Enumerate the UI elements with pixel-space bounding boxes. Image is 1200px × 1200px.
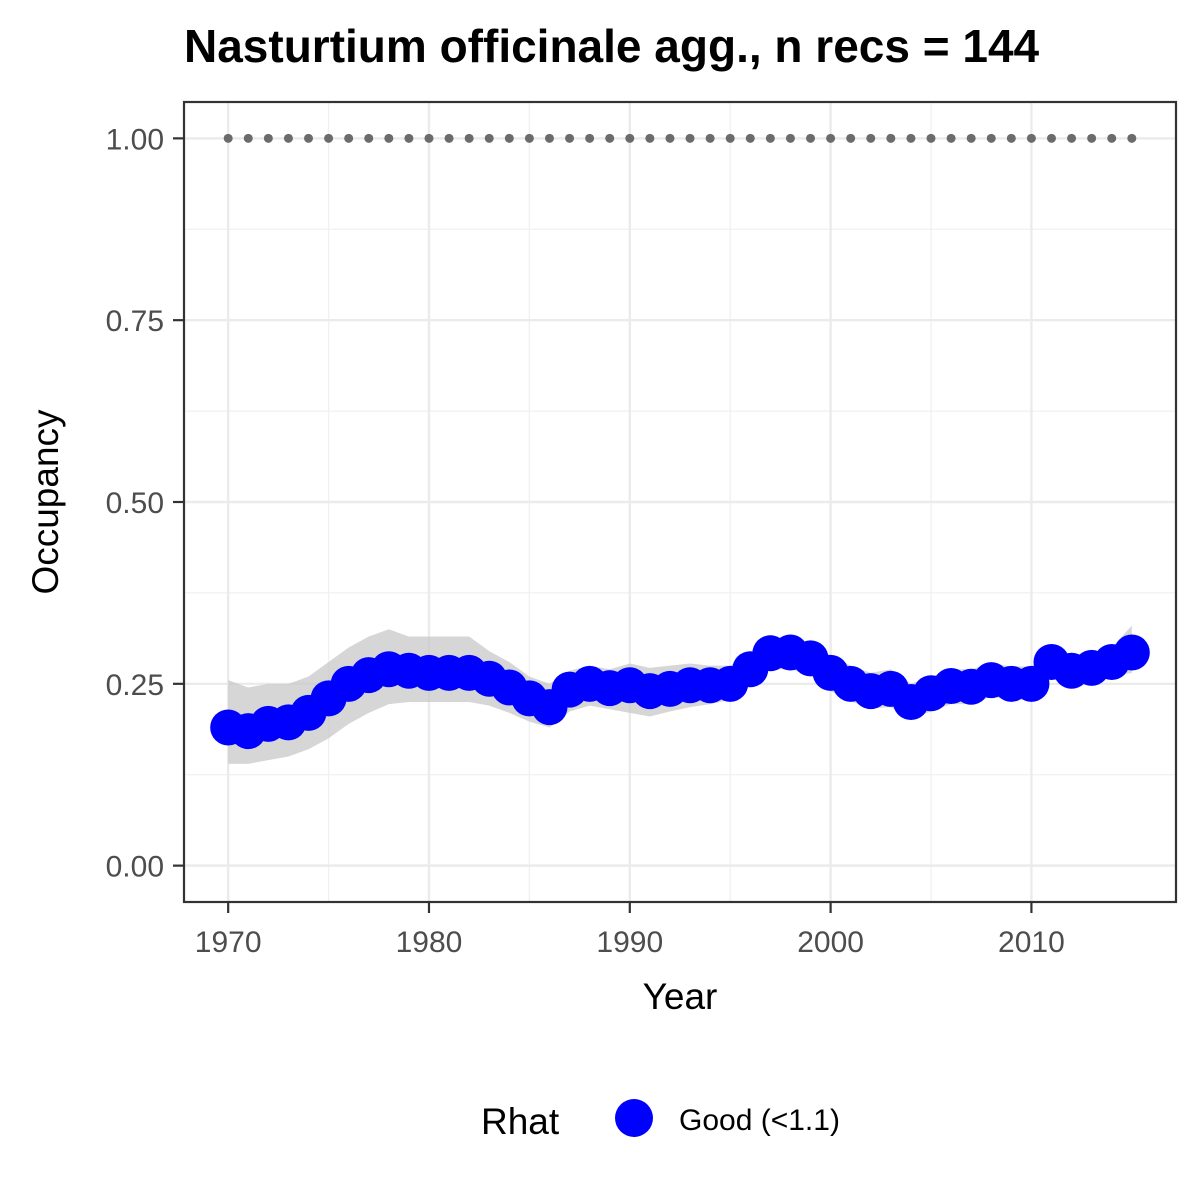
legend-key-good [615, 1099, 653, 1137]
data-point [1113, 634, 1150, 671]
reference-dot [1046, 133, 1056, 143]
x-tick-label: 2010 [998, 926, 1065, 959]
reference-dot [886, 133, 896, 143]
reference-dot [464, 133, 474, 143]
reference-dot [283, 133, 293, 143]
reference-dot [585, 133, 595, 143]
reference-dot [846, 133, 856, 143]
reference-dot [424, 133, 434, 143]
reference-dot [826, 133, 836, 143]
reference-dot [1087, 133, 1097, 143]
reference-dot [404, 133, 414, 143]
reference-dot [524, 133, 534, 143]
reference-dot [324, 133, 334, 143]
reference-dot [806, 133, 816, 143]
reference-dot [685, 133, 695, 143]
occupancy-points [210, 634, 1150, 750]
reference-dot [364, 133, 374, 143]
reference-dot [785, 133, 795, 143]
y-axis-label: Occupancy [25, 409, 66, 595]
y-tick-label: 0.25 [106, 669, 164, 702]
legend: Rhat Good (<1.1) [481, 1099, 840, 1142]
reference-dot [906, 133, 916, 143]
reference-dot [243, 133, 253, 143]
reference-dot [1006, 133, 1016, 143]
reference-dot [866, 133, 876, 143]
reference-dot [484, 133, 494, 143]
reference-dot [544, 133, 554, 143]
y-tick-label: 0.50 [106, 487, 164, 520]
reference-dot [986, 133, 996, 143]
reference-dot [966, 133, 976, 143]
reference-dot [344, 133, 354, 143]
y-tick-label: 1.00 [106, 123, 164, 156]
reference-dot [1067, 133, 1077, 143]
reference-dot [765, 133, 775, 143]
reference-dot [725, 133, 735, 143]
reference-dots [223, 133, 1137, 143]
x-tick-label: 1990 [596, 926, 663, 959]
reference-dot [565, 133, 575, 143]
reference-dot [304, 133, 314, 143]
x-tick-label: 2000 [797, 926, 864, 959]
reference-dot [645, 133, 655, 143]
reference-dot [605, 133, 615, 143]
reference-dot [745, 133, 755, 143]
reference-dot [223, 133, 233, 143]
x-tick-label: 1980 [396, 926, 463, 959]
reference-dot [504, 133, 514, 143]
reference-dot [926, 133, 936, 143]
reference-dot [665, 133, 675, 143]
reference-dot [384, 133, 394, 143]
reference-dot [1107, 133, 1117, 143]
reference-dot [263, 133, 273, 143]
axes: 1970 1980 1990 2000 2010 0.00 0.25 0.50 0.75 1.00 [106, 123, 1065, 959]
y-tick-label: 0.75 [106, 305, 164, 338]
x-tick-label: 1970 [195, 926, 262, 959]
reference-dot [705, 133, 715, 143]
legend-label-good: Good (<1.1) [679, 1104, 840, 1137]
y-tick-label: 0.00 [106, 851, 164, 884]
reference-dot [946, 133, 956, 143]
reference-dot [444, 133, 454, 143]
reference-dot [625, 133, 635, 143]
reference-dot [1026, 133, 1036, 143]
chart-title: Nasturtium officinale agg., n recs = 144 [184, 20, 1040, 72]
x-axis-label: Year [643, 976, 718, 1017]
legend-title: Rhat [481, 1101, 560, 1142]
reference-dot [1127, 133, 1137, 143]
